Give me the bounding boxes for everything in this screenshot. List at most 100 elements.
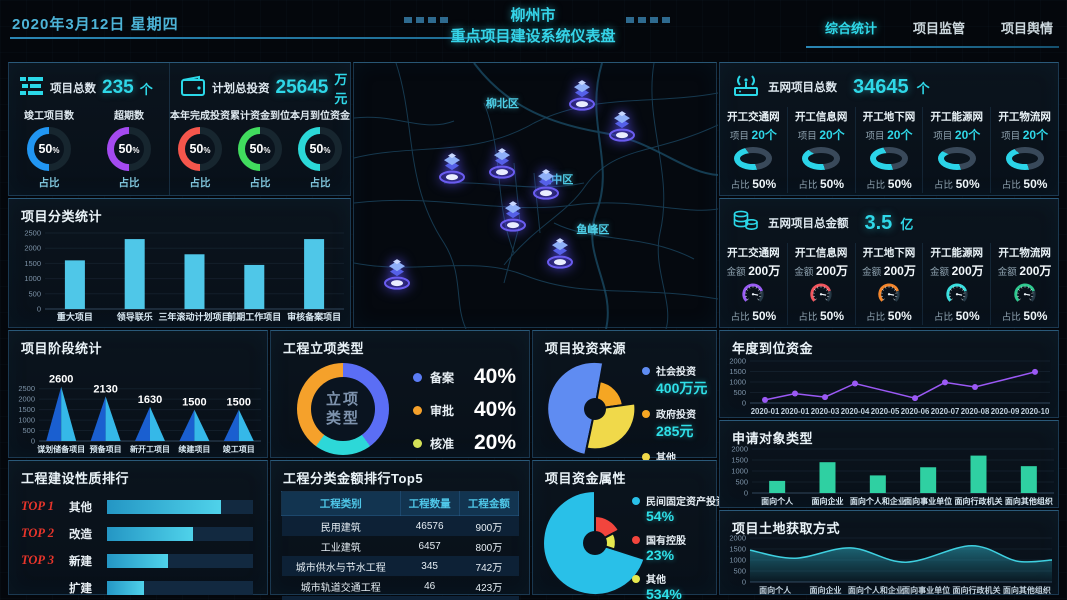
project-stage-chart: 0 500 1000 1500 2000 2500 2600 谋划储备项目 2130 预备项目 16… [9,357,267,457]
svg-text:面向行政机关: 面向行政机关 [953,585,1001,595]
kpi-donut-本年完成投资: 本年完成投资 50% 占比 [170,111,230,189]
legend-item-社会投资: 社会投资 400万元 [642,363,712,398]
kpi-unit: 万元 [334,72,348,106]
page-title-line2: 重点项目建设系统仪表盘 [450,28,616,45]
svg-text:2000: 2000 [18,395,35,404]
panel-title: 项目资金属性 [545,471,627,486]
svg-text:1500: 1500 [729,367,746,376]
svg-text:0: 0 [37,305,41,314]
svg-text:面向事业单位: 面向事业单位 [902,585,950,595]
svg-text:2130: 2130 [93,383,117,395]
svg-text:面向行政机关: 面向行政机关 [955,496,1003,506]
map-marker[interactable] [498,200,528,237]
svg-text:2020-01: 2020-01 [751,407,780,416]
svg-text:2000: 2000 [729,534,746,543]
panel-title: 项目阶段统计 [21,341,103,356]
svg-text:2020-05: 2020-05 [871,407,900,416]
svg-text:500: 500 [28,289,41,298]
rank-row-改造: TOP 2 改造 [21,526,253,541]
svg-text:面向企业: 面向企业 [810,585,842,595]
deco-dots-right [626,17,670,23]
map-marker[interactable] [437,153,467,190]
svg-text:2500: 2500 [18,384,35,393]
net-col-开工物流网: 开工物流网 项目 20个 占比 50% [990,107,1058,193]
svg-text:2020-03: 2020-03 [811,407,840,416]
header-nav: 综合统计 项目监管 项目舆情 [825,18,1053,37]
net-col-开工地下网: 开工地下网 项目 20个 占比 50% [854,107,923,193]
land-acquire-chart: 0 500 1000 1500 2000 面向个人 面向企业 面向个人和企业 面向事业单位 面向行… [720,533,1058,595]
header-divider-right [806,46,1059,48]
svg-text:1000: 1000 [731,467,748,476]
svg-text:2600: 2600 [49,374,73,386]
net-projects-unit: 个 [916,80,930,96]
svg-text:面向其他组织: 面向其他组织 [1005,496,1053,506]
panel-overview: 项目总数 235 个 竣工项目数 50% 占比 超期数 50% 占比 计划总投资 [8,62,351,196]
kpi-label: 项目总数 [50,83,96,95]
map-marker[interactable] [545,237,575,274]
apply-target-chart: 0 500 1000 1500 2000 面向个人 面向企业 面向个人和企业 面向事业单位 面向行… [720,443,1058,507]
nav-item-项目舆情[interactable]: 项目舆情 [1000,21,1053,36]
project-list-icon [19,75,44,102]
overview-total-block: 项目总数 235 个 竣工项目数 50% 占比 超期数 50% 占比 [9,63,170,195]
svg-text:前期工作项目: 前期工作项目 [227,311,281,322]
overview-donuts-right: 本年完成投资 50% 占比 累计资金到位 50% 占比 本月到位资金 50% 占比 [170,107,350,190]
map-marker[interactable] [567,79,597,116]
svg-text:0: 0 [744,489,748,498]
svg-text:1000: 1000 [729,378,746,387]
net-col-开工能源网: 开工能源网 项目 20个 占比 50% [922,107,990,193]
svg-text:500: 500 [735,478,748,487]
svg-text:审核备案项目: 审核备案项目 [287,311,341,322]
svg-text:2000: 2000 [731,445,748,454]
panel-invest-source: 项目投资来源 社会投资400万元政府投资285元其他659万元 [532,330,717,482]
svg-text:2000: 2000 [729,357,746,366]
table-row: 城市供水与节水工程 345 742万 [281,556,519,576]
svg-text:1500: 1500 [182,397,206,409]
net-projects-label: 五网项目总数 [768,82,837,94]
net-col-开工物流网: 开工物流网 金额 200万 占比 50% [990,243,1058,325]
panel-title: 申请对象类型 [732,431,814,446]
net-col-开工地下网: 开工地下网 金额 200万 占比 50% [854,243,923,325]
svg-text:续建项目: 续建项目 [178,444,210,454]
svg-text:2020-04: 2020-04 [841,407,870,416]
rank-row-其他: TOP 1 其他 [21,499,253,514]
svg-text:2020-09: 2020-09 [991,407,1020,416]
legend-item-备案: 备案 40% [413,365,523,389]
net-projects-value: 34645 [853,75,909,98]
svg-text:2020-01: 2020-01 [781,407,810,416]
map-marker[interactable] [487,147,517,184]
overview-invest-block: 计划总投资 25645 万元 本年完成投资 50% 占比 累计资金到位 50% 占比 本月到… [170,63,350,195]
svg-text:0: 0 [742,578,746,587]
header-date: 2020年3月12日 星期四 [12,16,179,33]
rank-row-新建: TOP 3 新建 [21,553,253,568]
net-projects-columns: 开工交通网 项目 20个 占比 50% 开工信息网 项目 20个 占比 50% 开工地下网项… [720,107,1058,193]
wallet-icon [180,75,206,102]
kpi-label: 计划总投资 [212,83,270,95]
svg-text:重大项目: 重大项目 [57,311,93,322]
svg-text:500: 500 [733,567,746,576]
legend-item-国有控股: 国有控股 23% [632,532,712,563]
fund-attr-legend: 民间固定资产投资 54% 国有控股 23% 其他 534% [632,493,726,600]
panel-apply-target: 申请对象类型 0 500 1000 1500 2000 面向个人 面向企业 面向个人和企业 面向… [719,420,1059,508]
nav-item-综合统计[interactable]: 综合统计 [824,21,877,36]
svg-text:面向其他组织: 面向其他组织 [1003,585,1051,595]
legend-item-民间固定资产投资: 民间固定资产投资 54% [632,493,726,524]
map-marker[interactable] [382,258,412,295]
svg-text:面向个人和企业: 面向个人和企业 [848,585,904,595]
project-type-legend: 备案 40% 审批 40% 核准 20% [413,365,523,464]
kpi-value: 235 [102,77,134,98]
svg-text:面向个人和企业: 面向个人和企业 [850,496,906,506]
svg-text:1630: 1630 [138,394,162,406]
panel-project-category: 项目分类统计 0 500 1000 1500 2000 2500 重大项目 领导联乐 三年滚动计… [8,198,351,328]
svg-text:面向事业单位: 面向事业单位 [904,496,952,506]
panel-title: 工程分类金额排行Top5 [283,471,424,486]
panel-title: 项目投资来源 [545,341,627,356]
map-marker[interactable] [607,110,637,147]
svg-text:500: 500 [22,426,35,435]
nav-item-项目监管[interactable]: 项目监管 [912,21,965,36]
net-col-开工能源网: 开工能源网 金额 200万 占比 50% [922,243,990,325]
district-label-鱼峰区: 鱼峰区 [576,224,610,237]
map-marker[interactable] [531,168,561,205]
net-amount-unit: 亿 [900,216,914,232]
panel-project-stage: 项目阶段统计 0 500 1000 1500 2000 2500 2600 谋划储备项目 213… [8,330,268,458]
